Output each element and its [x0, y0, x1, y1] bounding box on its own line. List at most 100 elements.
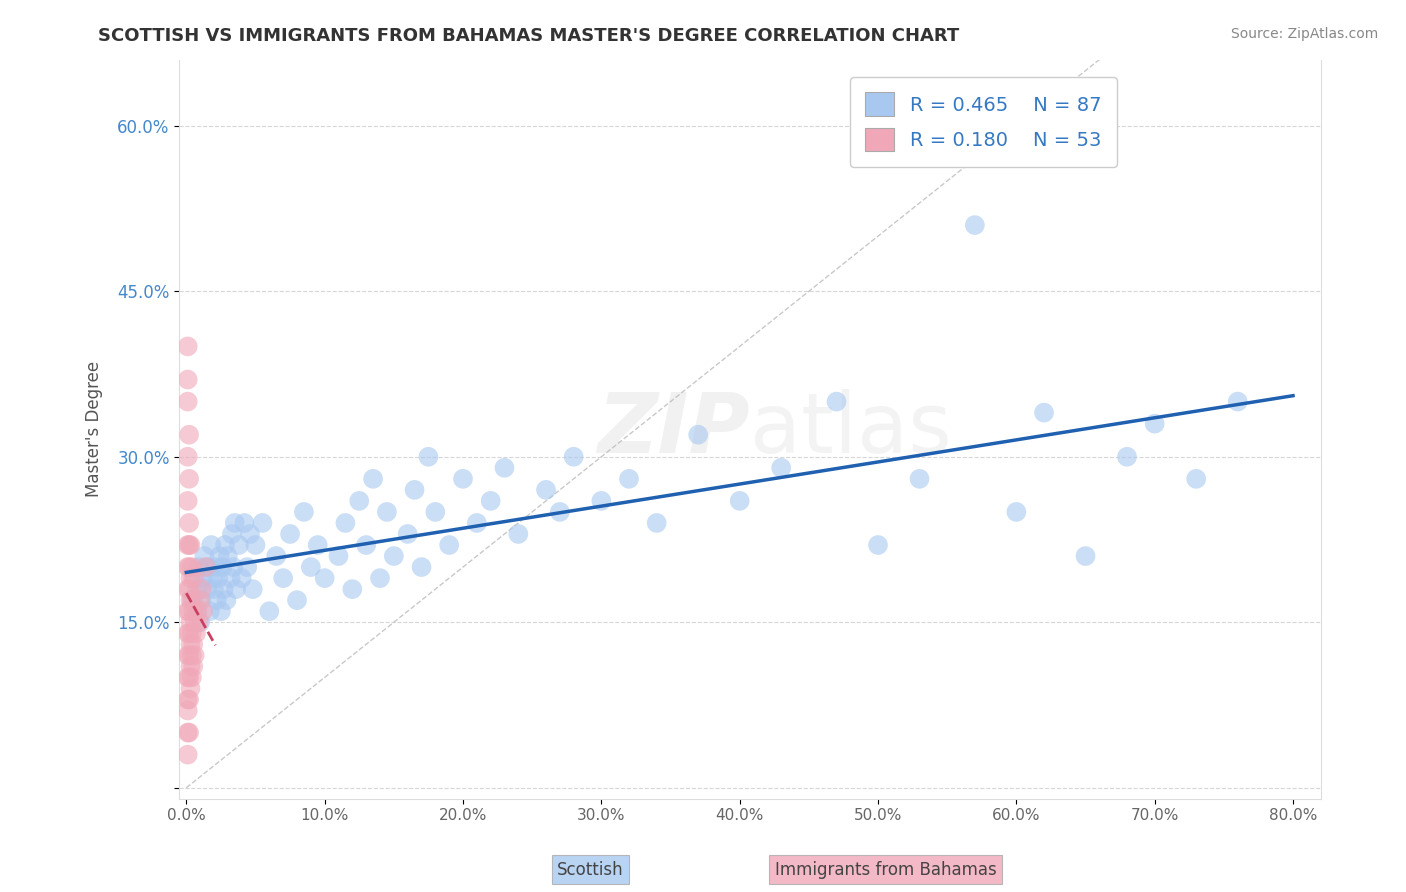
Point [177, 538, 200, 552]
Point [181, 637, 204, 651]
Point [252, 516, 274, 530]
Point [368, 571, 391, 585]
Point [908, 472, 931, 486]
Point [264, 549, 287, 563]
Point [534, 483, 557, 497]
Text: atlas: atlas [749, 389, 952, 470]
Point [1143, 417, 1166, 431]
Point [479, 494, 502, 508]
Point [191, 571, 214, 585]
Point [188, 615, 211, 630]
Point [177, 670, 200, 684]
Point [242, 582, 264, 596]
Point [177, 725, 200, 739]
Point [179, 637, 201, 651]
Point [375, 505, 398, 519]
Point [205, 593, 228, 607]
Point [292, 505, 315, 519]
Point [200, 538, 222, 552]
Point [278, 527, 301, 541]
Point [451, 472, 474, 486]
Point [177, 538, 200, 552]
Point [187, 615, 209, 630]
Point [437, 538, 460, 552]
Text: Source: ZipAtlas.com: Source: ZipAtlas.com [1230, 27, 1378, 41]
Point [177, 747, 200, 762]
Point [183, 571, 205, 585]
Point [219, 571, 242, 585]
Point [190, 593, 212, 607]
Point [866, 538, 889, 552]
Point [180, 670, 202, 684]
Y-axis label: Master's Degree: Master's Degree [86, 361, 103, 497]
Point [224, 516, 246, 530]
Point [191, 604, 214, 618]
Point [215, 593, 238, 607]
Point [180, 593, 202, 607]
Point [208, 549, 231, 563]
Point [181, 604, 204, 618]
Point [177, 648, 200, 663]
Point [177, 704, 200, 718]
Point [177, 516, 200, 530]
Text: Immigrants from Bahamas: Immigrants from Bahamas [775, 861, 997, 879]
Point [335, 516, 357, 530]
Point [198, 604, 221, 618]
Point [228, 538, 250, 552]
Point [177, 450, 200, 464]
Point [202, 582, 225, 596]
Point [190, 582, 212, 596]
Point [177, 560, 200, 574]
Point [1074, 549, 1097, 563]
Point [382, 549, 405, 563]
Point [183, 615, 205, 630]
Point [259, 604, 281, 618]
Point [1033, 406, 1056, 420]
Point [177, 472, 200, 486]
Point [212, 582, 235, 596]
Point [222, 560, 245, 574]
Point [418, 450, 440, 464]
Point [177, 604, 200, 618]
Point [1116, 450, 1139, 464]
Point [179, 571, 201, 585]
Text: SCOTTISH VS IMMIGRANTS FROM BAHAMAS MASTER'S DEGREE CORRELATION CHART: SCOTTISH VS IMMIGRANTS FROM BAHAMAS MAST… [98, 27, 960, 45]
Point [825, 394, 848, 409]
Point [688, 427, 710, 442]
Point [770, 460, 793, 475]
Point [201, 571, 224, 585]
Point [217, 549, 239, 563]
Point [179, 593, 201, 607]
Point [728, 494, 751, 508]
Point [181, 593, 204, 607]
Point [591, 494, 613, 508]
Point [188, 593, 211, 607]
Point [225, 582, 247, 596]
Point [307, 538, 329, 552]
Point [271, 571, 294, 585]
Point [179, 659, 201, 673]
Point [354, 538, 377, 552]
Point [617, 472, 640, 486]
Point [236, 560, 259, 574]
Point [425, 505, 447, 519]
Text: ZIP: ZIP [598, 389, 749, 470]
Point [183, 648, 205, 663]
Point [177, 494, 200, 508]
Point [342, 582, 364, 596]
Point [233, 516, 256, 530]
Point [396, 527, 419, 541]
Point [328, 549, 350, 563]
Point [645, 516, 668, 530]
Point [193, 549, 215, 563]
Point [548, 505, 571, 519]
Point [177, 604, 200, 618]
Point [411, 560, 433, 574]
Point [180, 626, 202, 640]
Point [177, 582, 200, 596]
Point [179, 681, 201, 696]
Point [404, 483, 426, 497]
Point [181, 659, 204, 673]
Point [1005, 505, 1028, 519]
Point [180, 648, 202, 663]
